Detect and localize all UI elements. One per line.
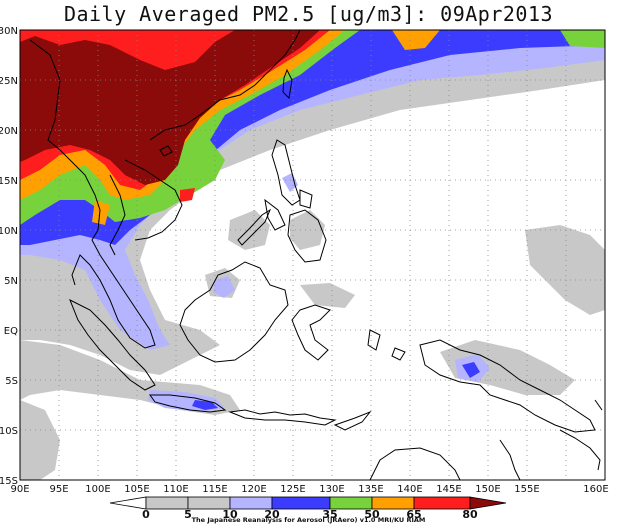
colorbar	[110, 497, 506, 509]
lat-label: 5N	[4, 276, 18, 287]
lat-label: 10N	[0, 226, 18, 237]
lon-label: 120E	[241, 484, 266, 495]
lon-label: 115E	[202, 484, 227, 495]
lon-label: 150E	[475, 484, 500, 495]
lat-label: 20N	[0, 126, 18, 137]
colorbar-swatch	[272, 497, 330, 509]
lat-label: 5S	[5, 376, 18, 387]
lon-label: 130E	[319, 484, 344, 495]
lon-label: 145E	[436, 484, 461, 495]
lon-label: 110E	[163, 484, 188, 495]
lon-label: 90E	[10, 484, 29, 495]
lon-label: 135E	[358, 484, 383, 495]
lon-label: 100E	[85, 484, 110, 495]
colorbar-swatch	[146, 497, 188, 509]
lon-labels: 90E 95E 100E 105E 110E 115E 120E 125E 13…	[10, 484, 608, 495]
lon-label: 125E	[280, 484, 305, 495]
colorbar-arrow-low	[110, 497, 146, 509]
lat-labels: 30N 25N 20N 15N 10N 5N EQ 5S 10S 15S	[0, 26, 18, 487]
data-credit: The Japanese Reanalysis for Aerosol (JRA…	[0, 516, 617, 524]
lat-label: 25N	[0, 76, 18, 87]
lat-label: 15N	[0, 176, 18, 187]
lon-label: 95E	[49, 484, 68, 495]
lon-label: 160E	[583, 484, 608, 495]
lon-label: 155E	[514, 484, 539, 495]
lat-label: 10S	[0, 426, 18, 437]
lat-label: EQ	[4, 326, 18, 337]
lon-label: 105E	[124, 484, 149, 495]
lat-label: 30N	[0, 26, 18, 37]
lon-label: 140E	[397, 484, 422, 495]
